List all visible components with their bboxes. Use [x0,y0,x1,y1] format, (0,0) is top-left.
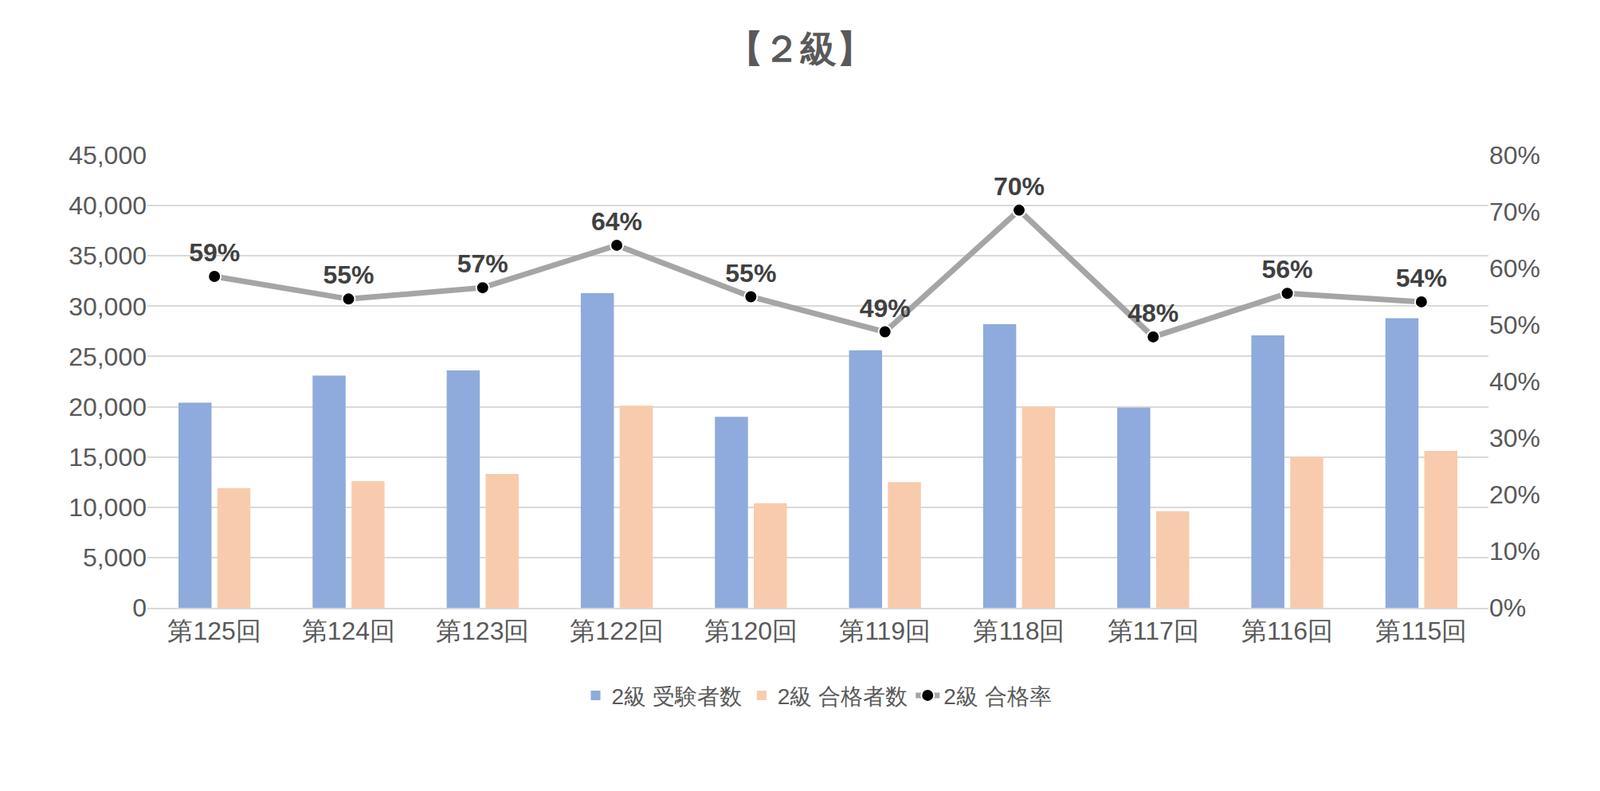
svg-text:20%: 20% [1489,480,1541,510]
svg-text:10,000: 10,000 [68,493,147,522]
svg-text:【２級】: 【２級】 [726,27,874,70]
svg-text:60%: 60% [1489,254,1541,283]
svg-text:80%: 80% [1489,141,1541,170]
svg-text:70%: 70% [1489,197,1541,227]
svg-text:第117回: 第117回 [1107,616,1200,646]
svg-text:第119回: 第119回 [839,616,931,646]
svg-text:56%: 56% [1262,254,1314,284]
svg-text:48%: 48% [1127,298,1179,328]
svg-text:第118回: 第118回 [972,616,1065,646]
svg-text:57%: 57% [457,249,509,279]
svg-text:2級 合格率: 2級 合格率 [943,684,1051,710]
svg-text:第125回: 第125回 [167,616,261,646]
svg-text:第124回: 第124回 [301,616,396,646]
svg-text:30,000: 30,000 [68,292,147,322]
svg-text:第115回: 第115回 [1375,616,1467,646]
svg-text:20,000: 20,000 [68,392,147,422]
svg-text:59%: 59% [188,238,240,267]
svg-text:55%: 55% [322,260,374,290]
svg-text:2級 受験者数: 2級 受験者数 [611,684,742,710]
svg-text:55%: 55% [725,258,777,288]
svg-text:40%: 40% [1489,367,1541,397]
svg-text:5,000: 5,000 [82,543,147,573]
svg-text:25,000: 25,000 [68,342,147,372]
svg-text:45,000: 45,000 [68,141,147,170]
svg-text:第116回: 第116回 [1241,616,1334,646]
svg-text:0: 0 [132,593,147,623]
svg-text:50%: 50% [1489,310,1541,340]
svg-text:第123回: 第123回 [435,616,530,646]
svg-text:0%: 0% [1489,593,1526,623]
svg-text:10%: 10% [1489,537,1541,566]
svg-text:第120回: 第120回 [704,616,798,646]
svg-text:35,000: 35,000 [68,241,147,271]
svg-text:15,000: 15,000 [68,443,147,472]
svg-text:49%: 49% [859,294,911,323]
svg-text:64%: 64% [591,207,643,236]
svg-text:2級 合格者数: 2級 合格者数 [777,684,908,710]
svg-text:第122回: 第122回 [569,616,663,646]
svg-text:30%: 30% [1489,423,1541,453]
svg-text:40,000: 40,000 [68,191,147,220]
svg-text:54%: 54% [1396,263,1448,293]
svg-text:70%: 70% [993,172,1045,201]
